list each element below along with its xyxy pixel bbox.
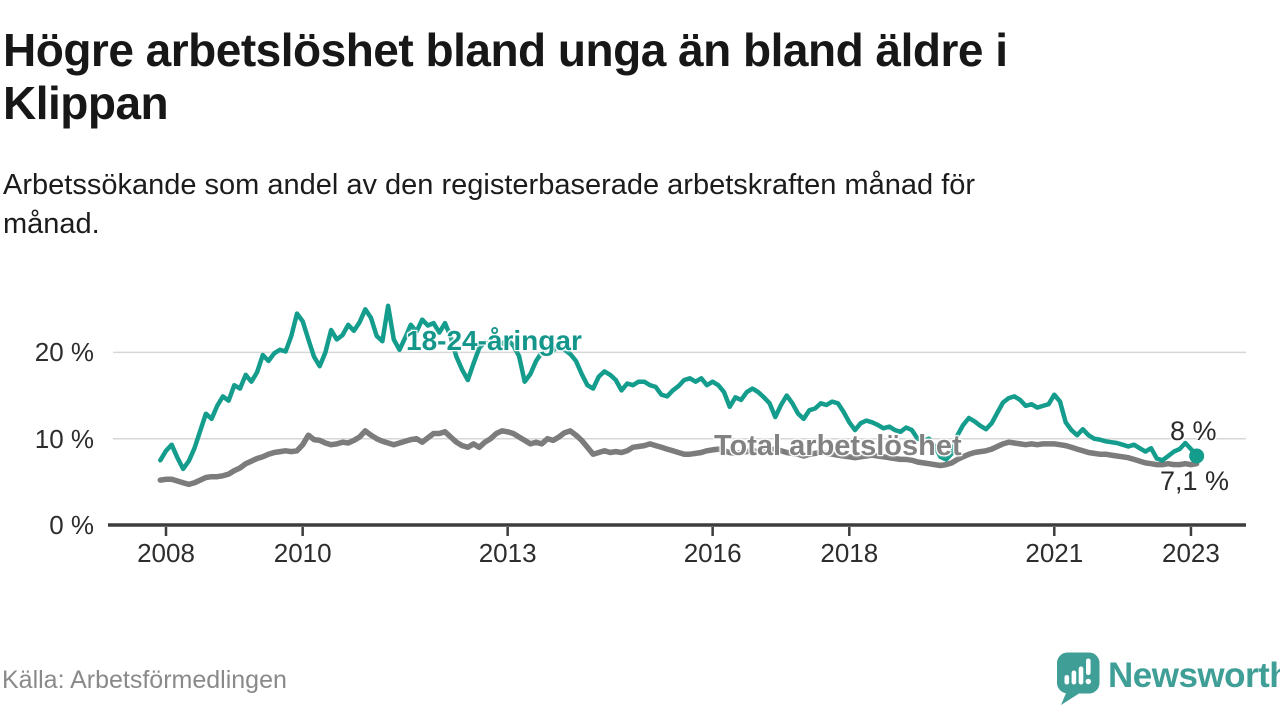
bar-3 bbox=[1078, 666, 1084, 685]
series-label-youth: 18-24-åringar bbox=[406, 325, 582, 356]
newsworthy-logo-icon bbox=[1057, 652, 1100, 705]
series-line-youth bbox=[158, 303, 1199, 472]
x-axis-label: 2016 bbox=[683, 538, 742, 568]
x-axis-label: 2021 bbox=[1025, 538, 1084, 568]
speech-bubble-shape bbox=[1057, 652, 1100, 705]
newsworthy-logo: Newsworthy bbox=[1056, 652, 1280, 712]
page-title: Högre arbetslöshet bland unga än bland ä… bbox=[3, 24, 1008, 130]
last-point-marker bbox=[1189, 448, 1205, 464]
chart-subtitle: Arbetssökande som andel av den registerb… bbox=[3, 166, 975, 244]
newsworthy-wordmark: Newsworthy bbox=[1108, 656, 1280, 695]
exclamation-dot bbox=[1085, 678, 1091, 685]
bar-1 bbox=[1064, 675, 1070, 685]
exclamation-bar bbox=[1086, 658, 1091, 675]
end-value-label-total: 7,1 % bbox=[1160, 466, 1230, 496]
x-axis-label: 2023 bbox=[1162, 538, 1220, 568]
bar-2 bbox=[1071, 670, 1077, 685]
y-axis-label: 20 % bbox=[34, 337, 94, 368]
title-line-2: Klippan bbox=[3, 77, 169, 129]
x-axis-label: 2010 bbox=[273, 538, 332, 568]
x-axis-label: 2013 bbox=[478, 538, 537, 568]
subtitle-line-2: månad. bbox=[3, 208, 100, 240]
series-label-total: Total arbetslöshet bbox=[714, 430, 962, 462]
end-value-label-youth: 8 % bbox=[1170, 416, 1217, 446]
x-axis-label: 2018 bbox=[820, 538, 879, 568]
series-line-total bbox=[157, 428, 1200, 488]
y-axis-label: 10 % bbox=[34, 423, 94, 454]
y-axis-label: 0 % bbox=[49, 510, 94, 540]
title-line-1: Högre arbetslöshet bland unga än bland ä… bbox=[3, 24, 1008, 76]
x-axis-label: 2008 bbox=[137, 538, 195, 568]
source-note: Källa: Arbetsförmedlingen bbox=[2, 666, 287, 694]
subtitle-line-1: Arbetssökande som andel av den registerb… bbox=[3, 169, 976, 201]
